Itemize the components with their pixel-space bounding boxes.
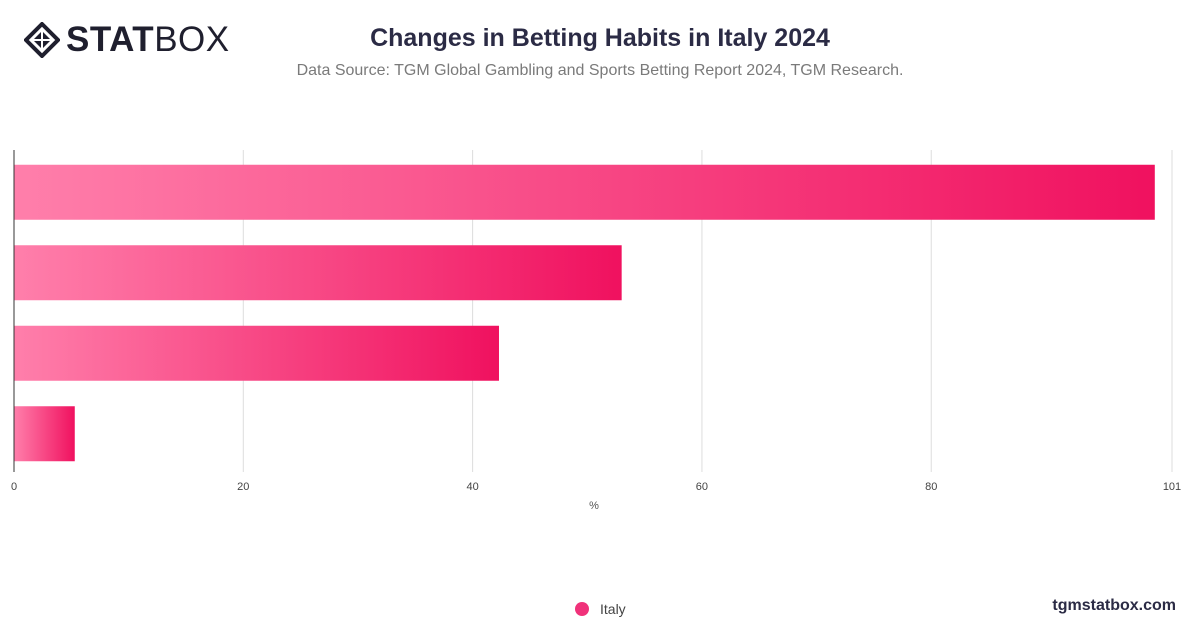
- website-label: tgmstatbox.com: [1052, 597, 1176, 614]
- x-axis-label: %: [589, 500, 599, 512]
- tick-labels: 0 20 40 60 80 101%: [11, 481, 1181, 512]
- statbox-logo: STATBOX: [24, 22, 230, 58]
- x-tick-label: 40: [466, 481, 478, 493]
- legend-label: Italy: [600, 601, 626, 617]
- logo-text-light: BOX: [154, 20, 230, 59]
- bar-2[interactable]: [14, 245, 622, 301]
- x-tick-label: 101: [1163, 481, 1181, 493]
- chart-subtitle: Data Source: TGM Global Gambling and Spo…: [296, 62, 904, 79]
- legend[interactable]: Italy: [575, 601, 626, 617]
- x-tick-label: 80: [925, 481, 937, 493]
- statbox-logo-text: STATBOX: [66, 22, 230, 58]
- logo-text-bold: STAT: [66, 20, 155, 59]
- bar-3[interactable]: [14, 325, 499, 381]
- x-tick-label: 0: [11, 481, 17, 493]
- statbox-logo-icon: [24, 22, 60, 58]
- chart-title: Changes in Betting Habits in Italy 2024: [370, 24, 830, 52]
- bar-1[interactable]: [14, 164, 1155, 220]
- bars: [14, 164, 1155, 462]
- x-tick-label: 20: [237, 481, 249, 493]
- bar-4[interactable]: [14, 406, 75, 462]
- x-tick-label: 60: [696, 481, 708, 493]
- legend-marker: [575, 602, 589, 616]
